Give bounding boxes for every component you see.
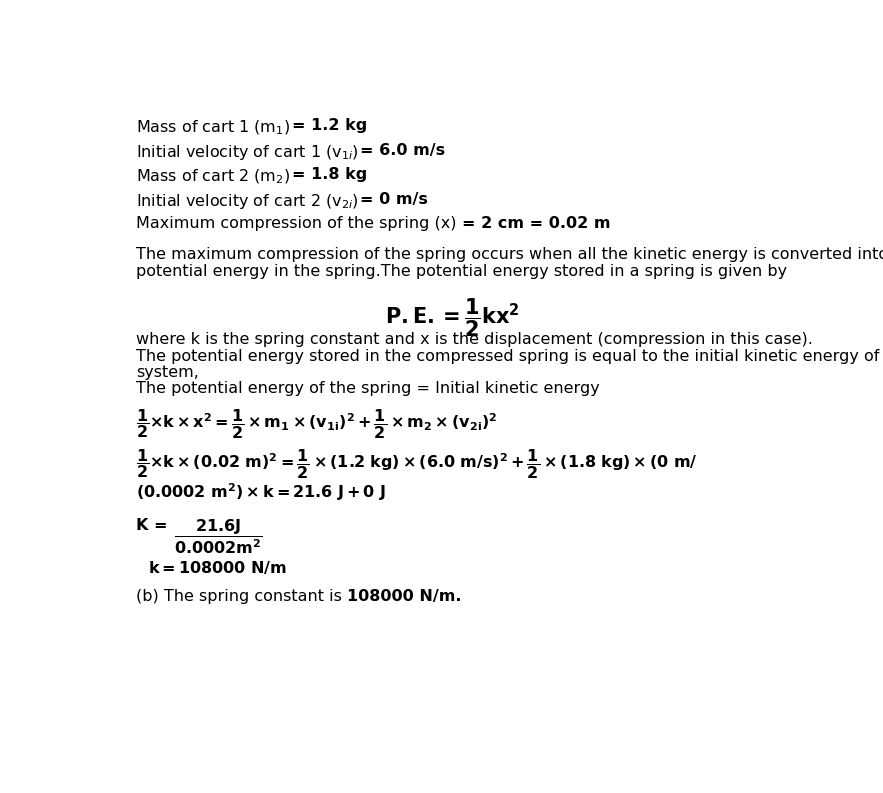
Text: = 1.2 kg: = 1.2 kg [292,118,367,133]
Text: Mass of cart 2 (m$_{2}$): Mass of cart 2 (m$_{2}$) [136,167,292,186]
Text: = 0 m/s: = 0 m/s [360,192,428,207]
Text: K =: K = [136,518,173,533]
Text: $\mathbf{(0.0002\ m^2)\times k = 21.6\ J + 0\ J}$: $\mathbf{(0.0002\ m^2)\times k = 21.6\ J… [136,481,386,503]
Text: 108000 N/m.: 108000 N/m. [347,588,462,603]
Text: Maximum compression of the spring (x): Maximum compression of the spring (x) [136,216,462,231]
Text: $\mathbf{k = 108000\ N/m}$: $\mathbf{k = 108000\ N/m}$ [148,559,287,577]
Text: The potential energy of the spring = Initial kinetic energy: The potential energy of the spring = Ini… [136,381,600,396]
Text: The maximum compression of the spring occurs when all the kinetic energy is conv: The maximum compression of the spring oc… [136,247,883,262]
Text: = 6.0 m/s: = 6.0 m/s [360,143,446,158]
Text: $\dfrac{\mathbf{1}}{\mathbf{2}}\mathbf{\times k\times x^2 = \dfrac{1}{2}\times m: $\dfrac{\mathbf{1}}{\mathbf{2}}\mathbf{\… [136,408,498,441]
Text: $\mathbf{P.E. = \dfrac{1}{2}kx^2}$: $\mathbf{P.E. = \dfrac{1}{2}kx^2}$ [385,297,520,339]
Text: Initial velocity of cart 1 (v$_{1i}$): Initial velocity of cart 1 (v$_{1i}$) [136,143,360,162]
Text: potential energy in the spring.The potential energy stored in a spring is given : potential energy in the spring.The poten… [136,264,788,278]
Text: where k is the spring constant and x is the displacement (compression in this ca: where k is the spring constant and x is … [136,332,813,347]
Text: = 2 cm = 0.02 m: = 2 cm = 0.02 m [462,216,610,231]
Text: = 1.8 kg: = 1.8 kg [292,167,367,182]
Text: Initial velocity of cart 2 (v$_{2i}$): Initial velocity of cart 2 (v$_{2i}$) [136,192,360,211]
Text: Mass of cart 1 (m$_{1}$): Mass of cart 1 (m$_{1}$) [136,118,292,136]
Text: $\dfrac{\mathbf{1}}{\mathbf{2}}\mathbf{\times k\times(0.02\ m)^2 = \dfrac{1}{2}\: $\dfrac{\mathbf{1}}{\mathbf{2}}\mathbf{\… [136,448,698,481]
Text: $\dfrac{\mathbf{21.6 J}}{\mathbf{0.0002 m^2}}$: $\dfrac{\mathbf{21.6 J}}{\mathbf{0.0002 … [173,518,262,557]
Text: (b) The spring constant is: (b) The spring constant is [136,588,347,603]
Text: The potential energy stored in the compressed spring is equal to the initial kin: The potential energy stored in the compr… [136,349,883,363]
Text: system,: system, [136,365,200,380]
